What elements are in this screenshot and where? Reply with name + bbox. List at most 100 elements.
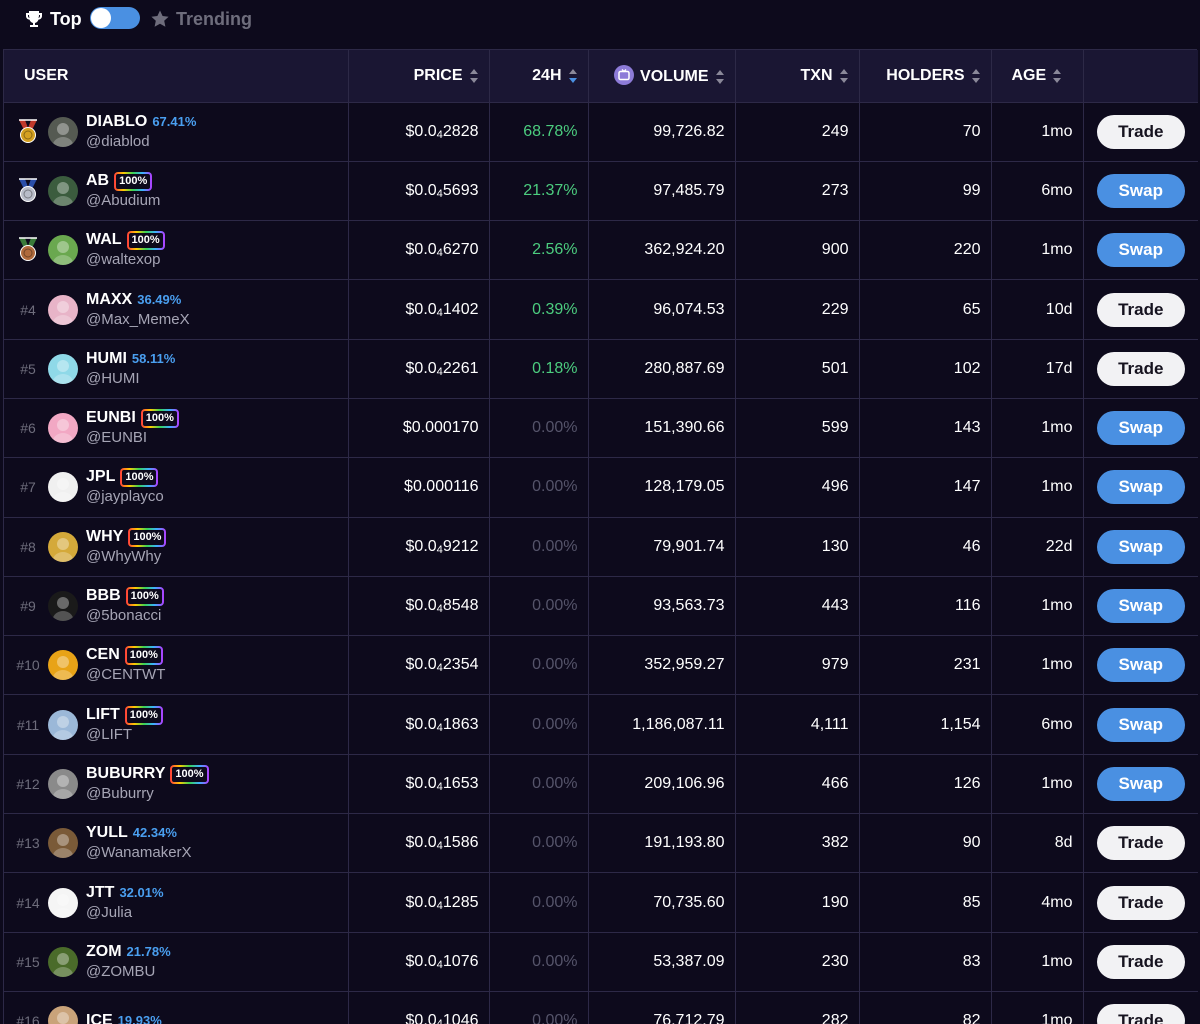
table-row[interactable]: DIABLO 67.41% @diablod $0.042828 68.78% 9… <box>4 102 1198 162</box>
user-handle[interactable]: @WhyWhy <box>86 547 162 565</box>
table-row[interactable]: #12 BUBURRY 100% @Buburry $0.041653 0.00%… <box>4 754 1198 815</box>
leaderboard-frame: USER PRICE 24H VOLUME TXN HOLDERS AGE DI… <box>3 49 1198 1024</box>
avatar[interactable] <box>48 413 78 444</box>
token-name[interactable]: WHY <box>86 527 124 545</box>
avatar[interactable] <box>48 650 78 681</box>
user-handle[interactable]: @diablod <box>86 132 150 150</box>
swap-button[interactable]: Swap <box>1096 766 1185 801</box>
swap-button[interactable]: Swap <box>1096 411 1185 446</box>
token-name[interactable]: CEN <box>86 646 120 664</box>
user-handle[interactable]: @Abudium <box>86 191 161 209</box>
token-percent: 100% <box>122 231 165 249</box>
user-handle[interactable]: @ZOMBU <box>86 962 156 980</box>
user-handle[interactable]: @Buburry <box>86 784 154 802</box>
table-row[interactable]: #10 CEN 100% @CENTWT $0.042354 0.00% 352,… <box>4 635 1198 696</box>
trade-button[interactable]: Trade <box>1096 944 1185 979</box>
swap-button[interactable]: Swap <box>1096 173 1185 208</box>
user-handle[interactable]: @Max_MemeX <box>86 310 190 328</box>
trade-button[interactable]: Trade <box>1096 114 1185 149</box>
trade-button[interactable]: Trade <box>1096 885 1185 920</box>
token-name[interactable]: JTT <box>86 883 115 901</box>
table-row[interactable]: WAL 100% @waltexop $0.046270 2.56% 362,92… <box>4 220 1198 281</box>
swap-button[interactable]: Swap <box>1096 529 1185 564</box>
user-info: JPL 100% @jayplayco <box>86 467 164 507</box>
token-percent: 67.41% <box>147 113 196 130</box>
table-row[interactable]: #15 ZOM 21.78% @ZOMBU $0.041076 0.00% 53,… <box>4 932 1198 992</box>
table-row[interactable]: #7 JPL 100% @jayplayco $0.000116 0.00% 12… <box>4 457 1198 518</box>
avatar[interactable] <box>48 353 78 384</box>
user-handle[interactable]: @LIFT <box>86 725 133 743</box>
table-row[interactable]: #14 JTT 32.01% @Julia $0.041285 0.00% 70,… <box>4 872 1198 933</box>
user-handle[interactable]: @waltexop <box>86 251 161 269</box>
user-handle[interactable]: @CENTWT <box>86 666 166 684</box>
token-name[interactable]: ZOM <box>86 942 122 960</box>
user-handle[interactable]: @HUMI <box>86 369 140 387</box>
swap-button[interactable]: Swap <box>1096 589 1185 624</box>
token-name[interactable]: AB <box>86 171 110 189</box>
avatar[interactable] <box>48 887 78 918</box>
user-handle[interactable]: @EUNBI <box>86 429 148 447</box>
avatar-icon <box>52 656 74 681</box>
token-name[interactable]: BUBURRY <box>86 764 166 782</box>
avatar[interactable] <box>48 709 78 740</box>
token-name[interactable]: JPL <box>86 468 116 486</box>
change-value: 0.00% <box>532 478 578 496</box>
token-name[interactable]: BBB <box>86 587 121 605</box>
table-row[interactable]: #11 LIFT 100% @LIFT $0.041863 0.00% 1,186… <box>4 694 1198 755</box>
avatar[interactable] <box>48 472 78 503</box>
avatar[interactable] <box>48 591 78 622</box>
user-handle[interactable]: @WanamakerX <box>86 844 192 862</box>
avatar-icon <box>52 359 74 384</box>
txn-cell: 382 <box>735 813 860 874</box>
avatar[interactable] <box>48 1006 78 1024</box>
avatar[interactable] <box>48 116 78 147</box>
change-value: 21.37% <box>523 181 578 199</box>
swap-button[interactable]: Swap <box>1096 648 1185 683</box>
token-name[interactable]: ICE <box>86 1012 113 1024</box>
tab-trending[interactable]: Trending <box>150 6 252 32</box>
avatar[interactable] <box>48 768 78 799</box>
trade-button[interactable]: Trade <box>1096 826 1185 861</box>
avatar[interactable] <box>48 175 78 206</box>
avatar[interactable] <box>48 946 78 977</box>
table-row[interactable]: #6 EUNBI 100% @EUNBI $0.000170 0.00% 151,… <box>4 398 1198 459</box>
user-handle[interactable]: @jayplayco <box>86 488 164 506</box>
col-volume[interactable]: VOLUME <box>588 50 736 103</box>
swap-button[interactable]: Swap <box>1096 707 1185 742</box>
trade-button[interactable]: Trade <box>1096 1004 1185 1024</box>
table-row[interactable]: #13 YULL 42.34% @WanamakerX $0.041586 0.0… <box>4 813 1198 874</box>
token-name[interactable]: MAXX <box>86 290 133 308</box>
swap-button[interactable]: Swap <box>1096 470 1185 505</box>
change-value: 0.18% <box>532 359 578 377</box>
table-row[interactable]: #9 BBB 100% @5bonacci $0.048548 0.00% 93,… <box>4 576 1198 637</box>
swap-button[interactable]: Swap <box>1096 233 1185 268</box>
avatar[interactable] <box>48 294 78 325</box>
trade-button[interactable]: Trade <box>1096 351 1185 386</box>
view-toggle[interactable] <box>90 7 140 29</box>
token-name[interactable]: DIABLO <box>86 112 148 130</box>
table-row[interactable]: #5 HUMI 58.11% @HUMI $0.042261 0.18% 280,… <box>4 339 1198 399</box>
user-info: WAL 100% @waltexop <box>86 230 165 270</box>
user-handle[interactable]: @Julia <box>86 903 133 921</box>
change-cell: 0.00% <box>489 576 589 637</box>
token-name[interactable]: WAL <box>86 231 122 249</box>
col-holders[interactable]: HOLDERS <box>859 50 992 103</box>
token-name[interactable]: EUNBI <box>86 409 136 427</box>
col-24h[interactable]: 24H <box>489 50 589 103</box>
col-age[interactable]: AGE <box>991 50 1084 103</box>
avatar[interactable] <box>48 235 78 266</box>
col-txn[interactable]: TXN <box>735 50 860 103</box>
token-name[interactable]: LIFT <box>86 705 120 723</box>
col-price[interactable]: PRICE <box>348 50 490 103</box>
table-row[interactable]: AB 100% @Abudium $0.045693 21.37% 97,485.… <box>4 161 1198 222</box>
tab-top[interactable]: Top <box>24 6 82 32</box>
token-name[interactable]: YULL <box>86 824 128 842</box>
table-row[interactable]: #8 WHY 100% @WhyWhy $0.049212 0.00% 79,90… <box>4 517 1198 577</box>
table-row[interactable]: #4 MAXX 36.49% @Max_MemeX $0.041402 0.39%… <box>4 279 1198 340</box>
user-handle[interactable]: @5bonacci <box>86 607 162 625</box>
avatar[interactable] <box>48 531 78 562</box>
trade-button[interactable]: Trade <box>1096 292 1185 327</box>
avatar[interactable] <box>48 828 78 859</box>
token-name[interactable]: HUMI <box>86 349 127 367</box>
